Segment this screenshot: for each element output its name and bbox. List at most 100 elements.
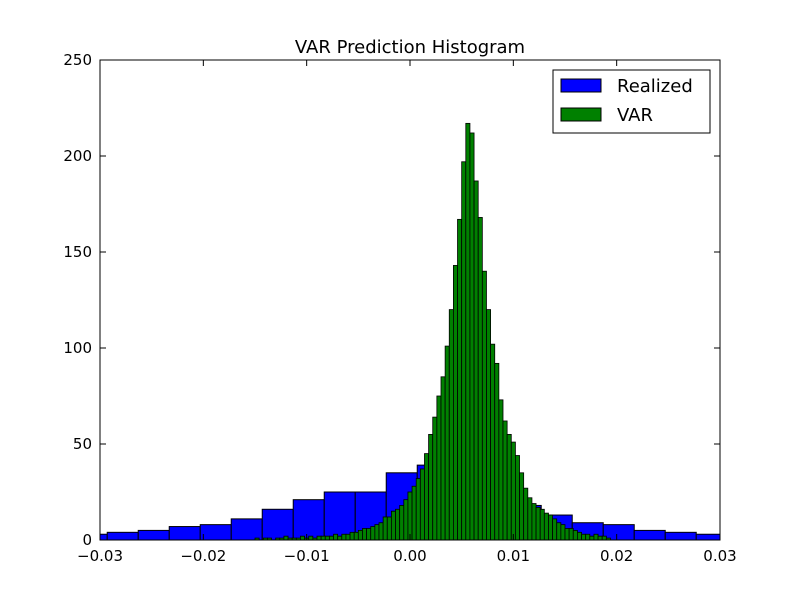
var-bar-55 bbox=[481, 270, 487, 541]
var-bar-39 bbox=[415, 478, 421, 541]
var-bar-62 bbox=[510, 441, 516, 541]
var-bar-69 bbox=[539, 508, 545, 541]
var-bar-81 bbox=[589, 535, 595, 541]
var-bar-42 bbox=[428, 433, 434, 541]
y-tick-label: 250 bbox=[63, 51, 92, 69]
x-tick-label: 0.01 bbox=[497, 547, 530, 565]
var-bar-18 bbox=[328, 535, 334, 541]
x-tick-label: 0.00 bbox=[393, 547, 426, 565]
y-tick-label: 100 bbox=[63, 339, 92, 357]
realized-bar-18 bbox=[633, 529, 666, 541]
var-bar-72 bbox=[552, 518, 558, 541]
var-bar-38 bbox=[411, 485, 417, 541]
x-tick-label: −0.03 bbox=[77, 547, 123, 565]
x-tick-label: 0.02 bbox=[600, 547, 633, 565]
var-bar-66 bbox=[527, 497, 533, 541]
var-bar-67 bbox=[531, 503, 537, 541]
realized-bar-7 bbox=[292, 499, 325, 541]
var-bar-80 bbox=[585, 533, 591, 541]
var-bar-13 bbox=[308, 535, 314, 541]
var-bar-33 bbox=[390, 510, 396, 541]
var-bar-52 bbox=[469, 132, 475, 541]
y-tick-label: 200 bbox=[63, 147, 92, 165]
var-bar-63 bbox=[515, 455, 520, 541]
realized-bar-1 bbox=[106, 531, 139, 541]
var-bar-73 bbox=[556, 522, 562, 541]
var-bar-32 bbox=[386, 516, 392, 541]
var-bar-29 bbox=[374, 524, 380, 541]
var-bar-56 bbox=[486, 309, 492, 541]
var-bar-20 bbox=[337, 535, 343, 541]
var-bar-15 bbox=[316, 535, 322, 541]
y-tick-label: 0 bbox=[82, 531, 92, 549]
var-bar-11 bbox=[300, 535, 306, 541]
var-bar-47 bbox=[448, 309, 454, 541]
var-series bbox=[254, 122, 611, 541]
y-tick-label: 150 bbox=[63, 243, 92, 261]
legend-label-realized: Realized bbox=[617, 76, 693, 97]
var-bar-77 bbox=[572, 530, 578, 541]
realized-bar-5 bbox=[230, 518, 263, 541]
var-bar-68 bbox=[535, 506, 541, 541]
legend-swatch-var bbox=[560, 107, 602, 122]
var-bar-41 bbox=[424, 453, 430, 541]
var-bar-34 bbox=[395, 508, 401, 541]
var-bar-31 bbox=[382, 516, 388, 541]
var-bar-37 bbox=[407, 491, 413, 541]
var-bar-44 bbox=[436, 395, 442, 541]
var-bar-40 bbox=[419, 468, 425, 541]
var-bar-60 bbox=[502, 420, 508, 541]
var-bar-59 bbox=[498, 399, 504, 541]
realized-bar-3 bbox=[168, 526, 201, 541]
var-bar-70 bbox=[543, 512, 549, 541]
var-bar-19 bbox=[333, 533, 339, 541]
var-bar-57 bbox=[490, 343, 496, 541]
y-axis: 0 50 100 150 200 250 bbox=[63, 51, 720, 549]
var-bar-58 bbox=[494, 362, 500, 541]
legend-swatch-realized bbox=[560, 78, 602, 93]
var-bar-36 bbox=[403, 499, 409, 541]
var-bar-78 bbox=[577, 531, 582, 541]
var-bar-7 bbox=[283, 535, 289, 541]
y-tick-label: 50 bbox=[73, 435, 92, 453]
var-bar-21 bbox=[341, 533, 347, 541]
var-bar-76 bbox=[568, 528, 574, 541]
var-bar-23 bbox=[349, 531, 355, 541]
var-bar-25 bbox=[357, 530, 363, 541]
var-bar-79 bbox=[581, 533, 587, 541]
var-bar-22 bbox=[345, 533, 351, 541]
realized-bar-20 bbox=[695, 533, 721, 541]
var-bar-30 bbox=[378, 522, 384, 541]
var-bar-65 bbox=[523, 487, 529, 541]
realized-bar-2 bbox=[137, 529, 170, 541]
var-bar-35 bbox=[399, 505, 405, 541]
var-bar-71 bbox=[548, 514, 554, 541]
realized-bar-4 bbox=[199, 524, 232, 541]
var-bar-83 bbox=[597, 535, 603, 541]
x-tick-label: 0.03 bbox=[703, 547, 736, 565]
var-bar-84 bbox=[601, 535, 607, 541]
var-bar-45 bbox=[440, 376, 446, 541]
var-bar-51 bbox=[465, 122, 471, 541]
var-bar-53 bbox=[473, 180, 479, 541]
var-bar-54 bbox=[477, 217, 483, 541]
chart-title: VAR Prediction Histogram bbox=[295, 37, 525, 58]
x-tick-label: −0.01 bbox=[284, 547, 330, 565]
var-bar-49 bbox=[457, 218, 463, 541]
var-bar-48 bbox=[452, 265, 458, 541]
var-bar-43 bbox=[432, 416, 438, 541]
legend-label-var: VAR bbox=[617, 105, 653, 126]
x-tick-label: −0.02 bbox=[180, 547, 226, 565]
var-bar-17 bbox=[324, 535, 330, 541]
legend: Realized VAR bbox=[552, 69, 711, 134]
var-bar-75 bbox=[564, 528, 570, 541]
var-bar-46 bbox=[444, 345, 450, 541]
realized-bar-0 bbox=[99, 533, 108, 541]
var-bar-27 bbox=[366, 528, 372, 541]
var-bar-50 bbox=[461, 161, 467, 541]
var-bar-82 bbox=[593, 533, 599, 541]
realized-bar-6 bbox=[261, 508, 294, 541]
realized-bar-19 bbox=[664, 531, 697, 541]
x-axis: −0.03 −0.02 −0.01 0.00 0.01 0.02 0.03 bbox=[77, 60, 737, 565]
